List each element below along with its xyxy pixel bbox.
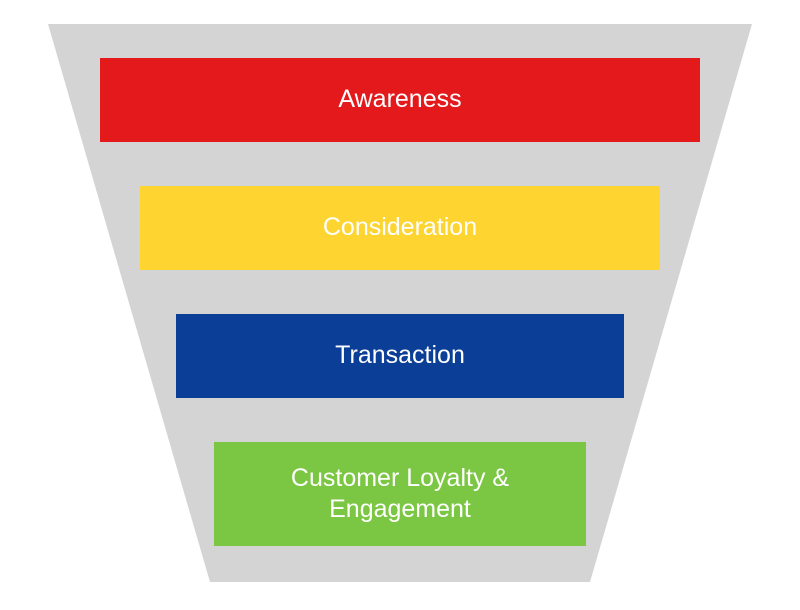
funnel-stage-label: Awareness: [338, 84, 461, 115]
funnel-stage-loyalty: Customer Loyalty & Engagement: [214, 442, 586, 546]
funnel-stage-awareness: Awareness: [100, 58, 700, 142]
funnel-stage-consideration: Consideration: [140, 186, 660, 270]
funnel-stage-label: Transaction: [335, 340, 465, 371]
funnel-stage-label: Customer Loyalty & Engagement: [224, 463, 576, 526]
funnel-stage-label: Consideration: [323, 212, 477, 243]
funnel-stage-transaction: Transaction: [176, 314, 624, 398]
funnel-diagram: Awareness Consideration Transaction Cust…: [0, 0, 800, 610]
